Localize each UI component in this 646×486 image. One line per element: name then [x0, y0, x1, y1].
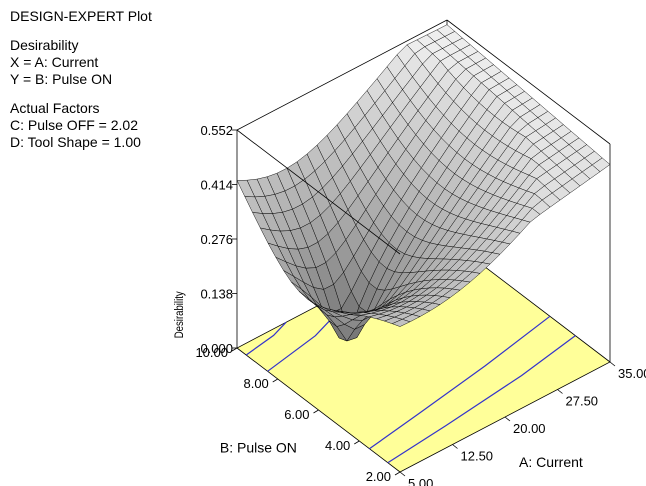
y-tick-mark — [394, 471, 401, 476]
y-tick-label: 6.00 — [284, 407, 309, 422]
software-title: DESIGN-EXPERT Plot — [10, 8, 152, 24]
x-tick-label: 20.00 — [513, 421, 546, 436]
box-edge-back-top — [236, 19, 448, 131]
y-tick-mark — [354, 440, 360, 445]
y-tick-mark — [313, 409, 319, 414]
y-assignment: Y = B: Pulse ON — [10, 71, 113, 87]
z-tick-label: 0.414 — [200, 178, 233, 193]
box-edge-left-top — [236, 129, 401, 255]
factor-d: D: Tool Shape = 1.00 — [10, 134, 141, 150]
response-name: Desirability — [10, 37, 79, 53]
y-tick-mark — [231, 347, 238, 352]
contour-line-4 — [369, 315, 551, 450]
axes-layer: 5.00 12.50 20.00 27.50 35.00 A: Current 2.00 4.… — [173, 123, 646, 486]
x-tick-mark — [504, 416, 511, 422]
z-tick-label: 0.138 — [200, 287, 233, 302]
z-tick-label: 0.276 — [200, 232, 233, 247]
x-tick-mark — [609, 361, 616, 367]
factor-c: C: Pulse OFF = 2.02 — [10, 117, 138, 133]
z-tick-label: 0.000 — [200, 341, 233, 356]
x-axis-label: A: Current — [519, 454, 583, 470]
z-tick-label: 0.552 — [200, 123, 233, 138]
x-tick-label: 35.00 — [618, 366, 646, 381]
z-axis-label: Desirability — [173, 291, 186, 338]
box-edge-right-top — [446, 19, 611, 145]
y-tick-label: 10.00 — [195, 345, 228, 360]
y-tick-mark — [272, 378, 278, 383]
x-tick-label: 5.00 — [408, 476, 433, 486]
contour-line-1 — [245, 321, 287, 356]
box-front-edges — [236, 19, 611, 362]
x-tick-mark — [452, 444, 458, 449]
surface-cell — [391, 319, 411, 327]
x-tick-mark — [557, 389, 563, 394]
x-tick-label: 27.50 — [566, 394, 599, 409]
y-tick-label: 4.00 — [325, 438, 350, 453]
surface-layer — [236, 24, 611, 342]
y-tick-label: 8.00 — [243, 376, 268, 391]
y-axis-label: B: Pulse ON — [220, 440, 297, 456]
x-tick-mark — [399, 471, 406, 477]
y-tick-label: 2.00 — [366, 469, 391, 484]
contour-line-3 — [387, 335, 576, 464]
x-tick-label: 12.50 — [461, 449, 494, 464]
plot-info-panel: DESIGN-EXPERT Plot Desirability X = A: C… — [10, 8, 152, 151]
actual-factors-heading: Actual Factors — [10, 100, 100, 116]
x-assignment: X = A: Current — [10, 54, 99, 70]
